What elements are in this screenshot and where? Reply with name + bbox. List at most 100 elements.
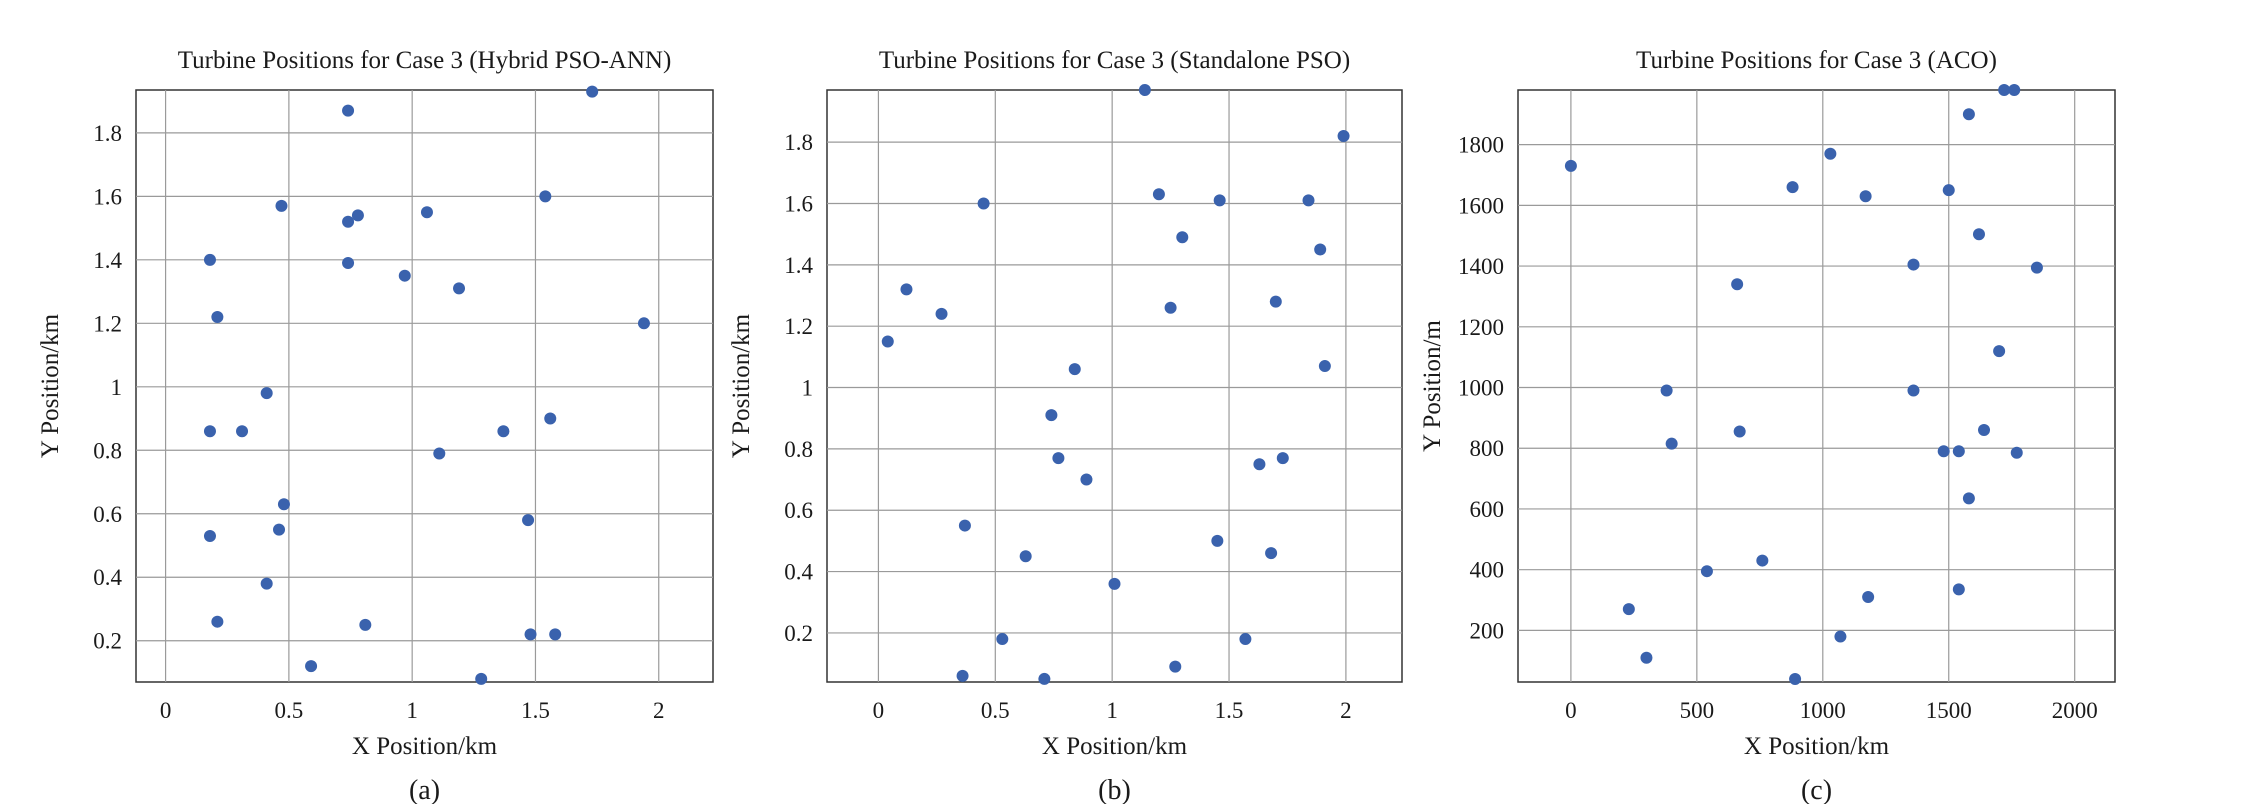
x-tick-label: 1.5 [1215, 698, 1244, 723]
x-tick-label: 1 [406, 698, 418, 723]
data-point [1907, 384, 1920, 397]
data-point [1640, 651, 1653, 664]
x-axis-label: X Position/km [352, 733, 498, 760]
y-tick-label: 1.2 [93, 311, 122, 336]
data-point [211, 615, 224, 628]
data-point [1952, 583, 1965, 596]
y-axis-label: Y Position/km [728, 313, 755, 458]
y-tick-label: 0.6 [784, 498, 813, 523]
data-point [1052, 452, 1065, 465]
data-point [1038, 672, 1051, 685]
data-point [1962, 108, 1975, 121]
data-point [977, 197, 990, 210]
data-point [1834, 630, 1847, 643]
x-tick-label: 0 [1565, 698, 1577, 723]
y-tick-label: 1600 [1458, 193, 1504, 218]
y-tick-label: 1400 [1458, 254, 1504, 279]
data-point [1972, 228, 1985, 241]
data-point [1276, 452, 1289, 465]
data-point [453, 282, 466, 295]
data-point [1789, 672, 1802, 685]
y-tick-label: 600 [1470, 497, 1505, 522]
x-tick-label: 2 [653, 698, 665, 723]
y-tick-label: 1.6 [784, 191, 813, 216]
data-point [1138, 84, 1151, 96]
subfigure-caption: (c) [1801, 775, 1832, 804]
data-point [359, 618, 372, 631]
data-point [1211, 534, 1224, 547]
data-point [1318, 360, 1331, 373]
data-point [1239, 633, 1252, 646]
data-point [900, 283, 913, 296]
data-point [1700, 565, 1713, 578]
data-point [1862, 590, 1875, 603]
data-point [475, 672, 488, 685]
y-tick-label: 1.6 [93, 184, 122, 209]
tick-labels: 0 0.5 1 1.5 2 0.2 0.4 0.6 0.8 1 1.2 1.4 1.6 1.8 [93, 121, 664, 723]
y-tick-label: 0.2 [784, 621, 813, 646]
data-points [1564, 84, 2043, 685]
data-point [881, 335, 894, 348]
y-tick-label: 1200 [1458, 315, 1504, 340]
plot-frame [135, 89, 714, 683]
data-point [1907, 258, 1920, 271]
data-point [1314, 243, 1327, 256]
data-point [956, 669, 969, 682]
data-point [1733, 425, 1746, 438]
data-points [881, 84, 1350, 685]
x-tick-label: 500 [1680, 698, 1715, 723]
data-point [203, 425, 216, 438]
data-point [1952, 445, 1965, 458]
y-tick-label: 1800 [1458, 133, 1504, 158]
tick-labels: 0 0.5 1 1.5 2 0.2 0.4 0.6 0.8 1 1.2 1.4 1.6 1.8 [784, 130, 1351, 723]
chart-b: Turbine Positions for Case 3 (Standalone… [728, 47, 1403, 804]
data-point [1045, 409, 1058, 422]
chart-title: Turbine Positions for Case 3 (Standalone… [879, 47, 1350, 74]
data-point [1998, 84, 2011, 96]
data-point [1176, 231, 1189, 244]
plot-frame [1517, 89, 2116, 683]
y-tick-label: 1.4 [93, 248, 122, 273]
tick-labels: 0 500 1000 1500 2000 200 400 600 800 1000 1200 1400… [1458, 133, 2098, 723]
y-tick-label: 1.8 [93, 121, 122, 146]
x-tick-label: 0 [873, 698, 885, 723]
data-point [2030, 261, 2043, 274]
y-tick-label: 0.4 [93, 565, 122, 590]
data-point [637, 317, 650, 330]
subfigure-caption: (b) [1098, 775, 1131, 804]
data-point [260, 387, 273, 400]
data-point [2008, 84, 2021, 96]
data-point [539, 190, 552, 203]
data-point [1019, 550, 1032, 563]
y-tick-label: 800 [1470, 436, 1505, 461]
data-point [958, 519, 971, 532]
x-tick-label: 1 [1106, 698, 1118, 723]
x-axis-label: X Position/km [1744, 733, 1890, 760]
data-point [586, 85, 599, 98]
data-point [1152, 188, 1165, 201]
data-point [2010, 446, 2023, 459]
data-point [1942, 184, 1955, 197]
data-points [203, 85, 650, 685]
x-axis-label: X Position/km [1042, 733, 1188, 760]
y-tick-label: 0.6 [93, 502, 122, 527]
data-point [1660, 384, 1673, 397]
data-point [1731, 278, 1744, 291]
data-point [1564, 159, 1577, 172]
data-point [203, 253, 216, 266]
data-point [342, 104, 355, 117]
data-point [524, 628, 537, 641]
data-point [1978, 424, 1991, 437]
data-point [398, 269, 411, 282]
data-point [1108, 577, 1121, 590]
data-point [273, 523, 286, 536]
chart-title: Turbine Positions for Case 3 (ACO) [1636, 47, 1997, 74]
y-tick-label: 0.8 [784, 437, 813, 462]
data-point [420, 206, 433, 219]
data-point [1824, 147, 1837, 160]
data-point [1269, 295, 1282, 308]
x-tick-label: 2 [1340, 698, 1352, 723]
y-tick-label: 1 [111, 375, 123, 400]
data-point [275, 199, 288, 212]
data-point [1622, 603, 1635, 616]
